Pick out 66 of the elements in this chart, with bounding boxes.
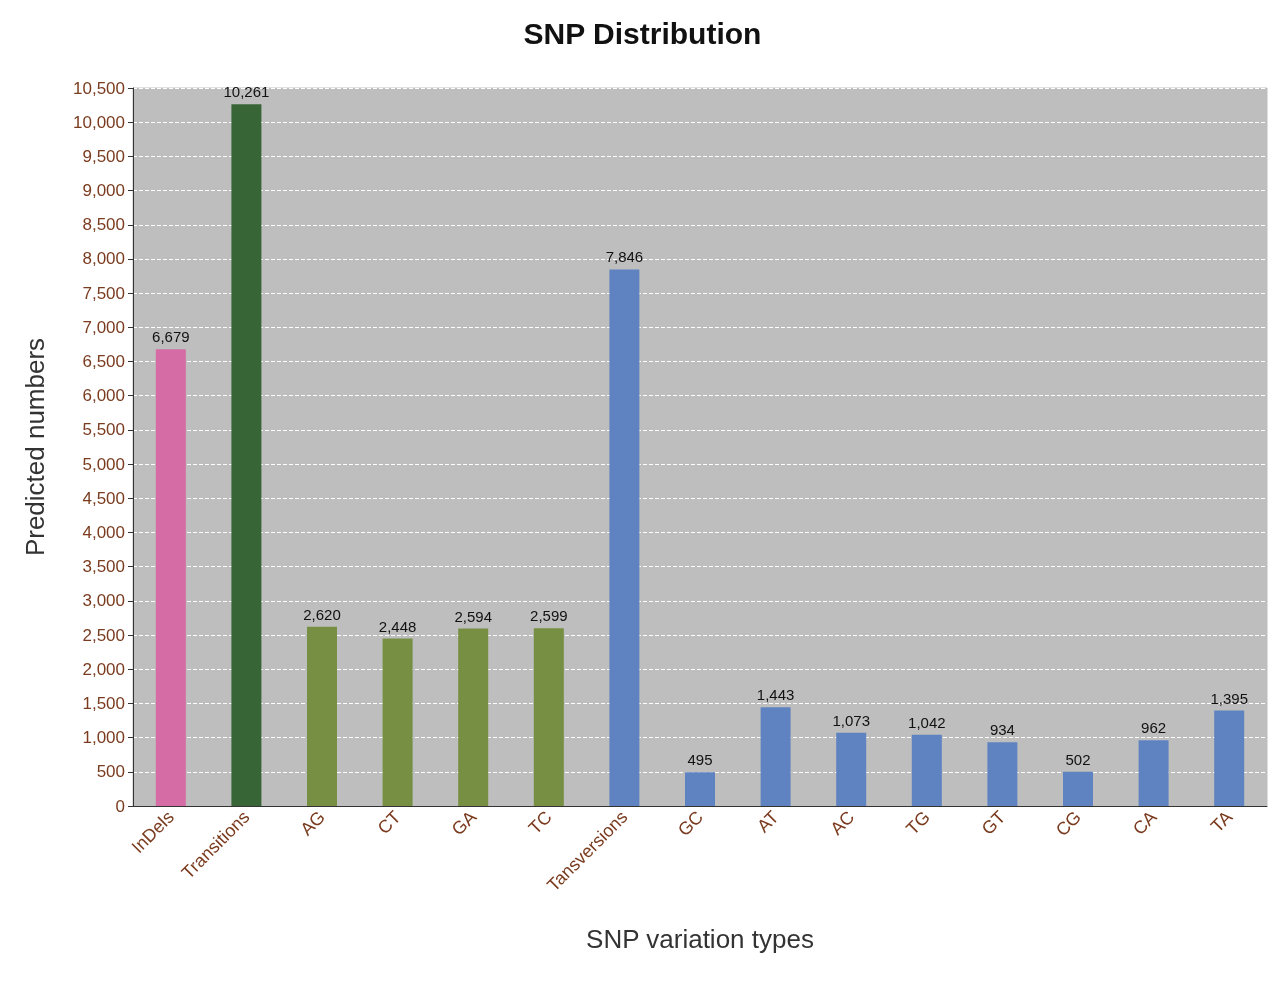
y-tick-label: 6,000 [82, 386, 125, 406]
bar [911, 734, 942, 806]
y-tick-label: 1,000 [82, 728, 125, 748]
x-axis-title: SNP variation types [586, 924, 814, 954]
data-label: 1,395 [1210, 689, 1248, 707]
y-axis-title: Predicted numbers [20, 337, 50, 557]
data-label: 10,261 [223, 83, 270, 101]
bar [458, 628, 489, 806]
bar [987, 742, 1018, 806]
bar [836, 732, 867, 806]
y-tick-label: 0 [115, 796, 125, 816]
data-label: 495 [687, 751, 713, 769]
y-tick-label: 500 [96, 762, 125, 782]
data-label: 502 [1065, 750, 1091, 768]
bar [760, 707, 791, 806]
x-tick-label: AG [296, 806, 330, 840]
data-label: 1,443 [756, 686, 795, 704]
y-tick-label: 10,500 [73, 78, 125, 98]
x-tick-label: CG [1051, 806, 1086, 841]
data-label: 2,599 [530, 607, 568, 625]
y-tick-label: 4,000 [82, 522, 125, 542]
y-tick-label: 3,500 [82, 557, 125, 577]
chart-title: SNP Distribution [523, 16, 762, 50]
x-tick-label: GT [977, 806, 1010, 839]
bar [231, 104, 262, 806]
data-label: 2,620 [303, 605, 341, 623]
data-label: 2,594 [454, 607, 492, 625]
y-tick-label: 7,000 [82, 317, 125, 337]
y-tick-label: 2,500 [82, 625, 125, 645]
y-tick-label: 3,000 [82, 591, 125, 611]
y-tick-label: 1,500 [82, 693, 125, 713]
data-label: 1,073 [832, 711, 870, 729]
y-tick-label: 6,500 [82, 352, 125, 372]
data-label: 6,679 [152, 328, 190, 346]
y-tick-label: 9,500 [82, 146, 125, 166]
y-tick-label: 8,500 [82, 215, 125, 235]
x-tick-label: TG [902, 806, 934, 839]
bar [155, 349, 186, 806]
y-tick-label: 4,500 [82, 488, 125, 508]
x-tick-label: AT [753, 806, 783, 837]
bar [685, 772, 715, 806]
x-tick-label: CA [1128, 806, 1161, 839]
bar [1138, 740, 1169, 806]
y-tick-label: 8,000 [82, 249, 125, 269]
data-label: 1,042 [908, 713, 946, 731]
bar [382, 638, 413, 806]
y-tick-label: 5,500 [82, 420, 125, 440]
x-tick-label: AC [826, 806, 859, 839]
x-tick-label: GC [673, 806, 708, 841]
y-tick-label: 9,000 [82, 181, 125, 201]
bar [1214, 710, 1245, 806]
y-tick-label: 2,000 [82, 659, 125, 679]
bar [1063, 771, 1093, 806]
data-label: 962 [1141, 719, 1167, 737]
bar [609, 269, 640, 806]
y-tick-label: 7,500 [82, 283, 125, 303]
y-tick-label: 10,000 [73, 112, 125, 132]
data-label: 2,448 [378, 617, 417, 635]
x-tick-label: CT [373, 806, 405, 839]
bar [533, 628, 564, 806]
data-label: 7,846 [605, 248, 644, 266]
x-tick-label: TA [1206, 806, 1237, 837]
x-tick-label: GA [447, 806, 481, 840]
y-tick-label: 5,000 [82, 454, 125, 474]
bar [307, 626, 337, 806]
data-label: 934 [989, 721, 1015, 739]
